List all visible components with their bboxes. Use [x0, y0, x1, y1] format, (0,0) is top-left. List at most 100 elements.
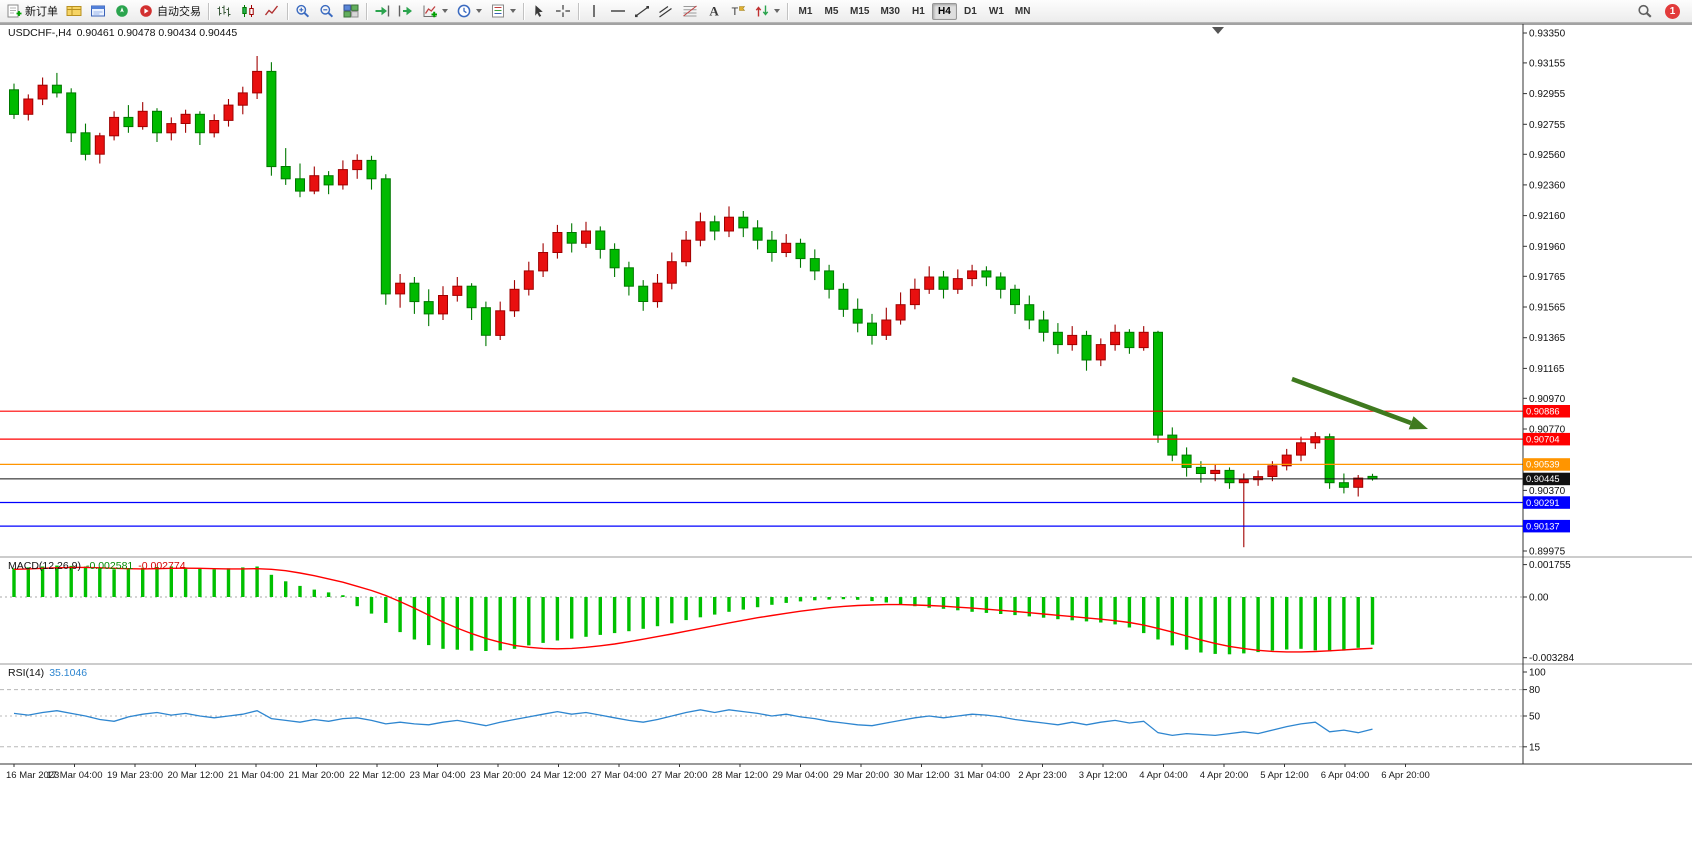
notification-badge[interactable]: 1	[1665, 3, 1680, 19]
svg-text:0.91765: 0.91765	[1529, 272, 1566, 283]
macd-panel-plot-area[interactable]	[0, 558, 1523, 663]
timeframe-h4-button[interactable]: H4	[931, 2, 957, 20]
svg-text:0.92955: 0.92955	[1529, 89, 1566, 100]
cursor-button[interactable]	[527, 0, 551, 22]
new-order-button[interactable]: 新订单	[2, 0, 62, 22]
svg-text:100: 100	[1529, 668, 1546, 679]
auto-scroll-icon	[374, 4, 390, 18]
auto-scroll-button[interactable]	[370, 0, 394, 22]
data-window-icon	[90, 4, 106, 18]
svg-text:0.92160: 0.92160	[1529, 211, 1566, 222]
templates-button[interactable]	[486, 0, 520, 22]
cursor-icon	[531, 4, 547, 18]
toolbar-separator	[208, 2, 209, 20]
clock-icon	[456, 4, 472, 18]
svg-text:5 Apr 12:00: 5 Apr 12:00	[1260, 770, 1309, 781]
svg-text:31 Mar 04:00: 31 Mar 04:00	[954, 770, 1010, 781]
dropdown-caret-icon[interactable]	[510, 9, 516, 13]
candle-chart-mode-button[interactable]	[236, 0, 260, 22]
svg-text:6 Apr 20:00: 6 Apr 20:00	[1381, 770, 1430, 781]
rsi-tick-labels: 100 80 50 15	[1523, 668, 1546, 753]
timeframe-w1-button[interactable]: W1	[988, 5, 1004, 17]
dropdown-caret-icon[interactable]	[774, 9, 780, 13]
trendline-button[interactable]	[630, 0, 654, 22]
svg-text:27 Mar 20:00: 27 Mar 20:00	[652, 770, 708, 781]
indicators-icon	[422, 4, 438, 18]
price-tags: 0.90886 0.90704 0.90539 0.90445 0.90291 0.901…	[1523, 405, 1570, 533]
auto-trading-button[interactable]: 自动交易	[134, 0, 205, 22]
svg-text:0.91960: 0.91960	[1529, 242, 1566, 253]
search-button[interactable]	[1633, 0, 1657, 22]
level-lines[interactable]	[0, 410, 1523, 527]
channel-button[interactable]	[654, 0, 678, 22]
arrows-button[interactable]	[750, 0, 784, 22]
svg-text:6 Apr 04:00: 6 Apr 04:00	[1321, 770, 1370, 781]
chart-shift-marker[interactable]	[1212, 27, 1224, 34]
line-chart-mode-button[interactable]	[260, 0, 284, 22]
data-window-button[interactable]	[86, 0, 110, 22]
vertical-line-button[interactable]	[582, 0, 606, 22]
price-tag-0.90886	[1523, 405, 1570, 418]
svg-text:30 Mar 12:00: 30 Mar 12:00	[894, 770, 950, 781]
svg-text:2 Apr 23:00: 2 Apr 23:00	[1018, 770, 1067, 781]
zoom-out-button[interactable]	[315, 0, 339, 22]
svg-text:21 Mar 20:00: 21 Mar 20:00	[289, 770, 345, 781]
price-tag-0.90291	[1523, 496, 1570, 509]
toolbar-separator	[366, 2, 367, 20]
fibonacci-button[interactable]	[678, 0, 702, 22]
toolbar-separator	[287, 2, 288, 20]
text-label-button[interactable]: T	[726, 0, 750, 22]
chart-shift-button[interactable]	[394, 0, 418, 22]
svg-text:0.90886: 0.90886	[1526, 407, 1560, 417]
timeframe-m30-button[interactable]: M30	[880, 5, 900, 17]
crosshair-button[interactable]	[551, 0, 575, 22]
market-watch-button[interactable]	[62, 0, 86, 22]
bar-chart-mode-button[interactable]	[212, 0, 236, 22]
dropdown-caret-icon[interactable]	[476, 9, 482, 13]
periods-button[interactable]	[452, 0, 486, 22]
time-axis[interactable]	[0, 765, 1692, 787]
svg-text:27 Mar 04:00: 27 Mar 04:00	[591, 770, 647, 781]
toolbar-separator	[578, 2, 579, 20]
channel-icon	[658, 4, 674, 18]
trendline-icon	[634, 4, 650, 18]
svg-text:4 Apr 04:00: 4 Apr 04:00	[1139, 770, 1188, 781]
indicators-button[interactable]	[418, 0, 452, 22]
text-icon: A	[706, 4, 722, 18]
text-button[interactable]: A	[702, 0, 726, 22]
toolbar-right: 1	[1633, 0, 1690, 22]
timeframe-toolbar: M1 M5 M15 M30 H1 H4 D1 W1 MN	[793, 2, 1035, 20]
dropdown-caret-icon[interactable]	[442, 9, 448, 13]
price-tag-0.90445	[1523, 472, 1570, 486]
zoom-in-icon	[295, 4, 311, 18]
timeframe-mn-button[interactable]: MN	[1014, 5, 1031, 17]
timeframe-d1-button[interactable]: D1	[964, 5, 977, 17]
trend-arrow-annotation[interactable]	[1291, 376, 1428, 430]
candlestick-series	[9, 56, 1378, 548]
line-chart-icon	[264, 4, 280, 18]
svg-text:0.92360: 0.92360	[1529, 180, 1566, 191]
price-axis[interactable]	[1523, 24, 1692, 764]
svg-text:0.90770: 0.90770	[1529, 425, 1566, 436]
timeframe-h1-button[interactable]: H1	[912, 5, 925, 17]
svg-text:0.90970: 0.90970	[1529, 394, 1566, 405]
zoom-in-button[interactable]	[291, 0, 315, 22]
timeframe-m15-button[interactable]: M15	[850, 5, 870, 17]
svg-text:19 Mar 23:00: 19 Mar 23:00	[107, 770, 163, 781]
svg-text:3 Apr 12:00: 3 Apr 12:00	[1079, 770, 1128, 781]
timeframe-m5-button[interactable]: M5	[824, 5, 839, 17]
svg-text:0.001755: 0.001755	[1529, 560, 1571, 571]
navigator-button[interactable]	[110, 0, 134, 22]
auto-trading-label: 自动交易	[157, 6, 201, 18]
fibonacci-icon	[682, 4, 698, 18]
search-icon	[1637, 4, 1653, 18]
svg-text:0.91565: 0.91565	[1529, 303, 1566, 314]
timeframe-m1-button[interactable]: M1	[798, 5, 813, 17]
macd-tick-labels: 0.001755 0.00 -0.003284	[1523, 560, 1574, 664]
svg-text:0.89975: 0.89975	[1529, 547, 1566, 558]
price-tick-labels: 0.93350 0.93155 0.92955 0.92755 0.92560 0.923…	[1523, 29, 1566, 558]
tile-windows-button[interactable]	[339, 0, 363, 22]
svg-text:0.90539: 0.90539	[1526, 460, 1560, 470]
horizontal-line-button[interactable]	[606, 0, 630, 22]
